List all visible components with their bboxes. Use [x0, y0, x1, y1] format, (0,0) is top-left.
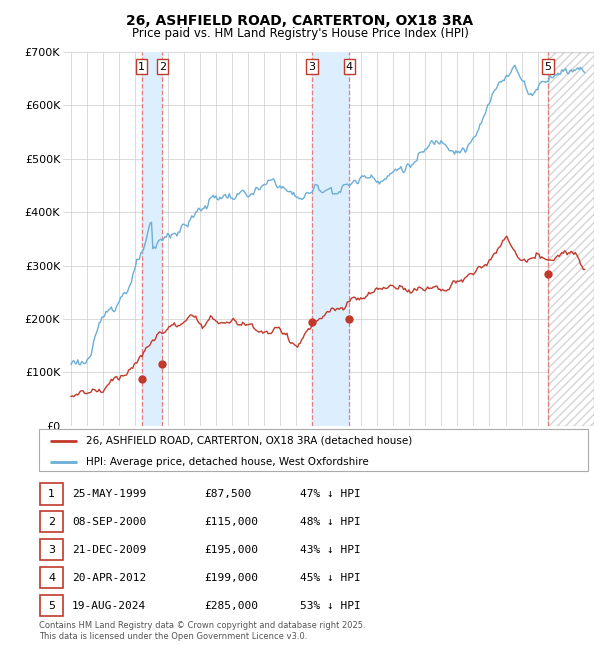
Text: This data is licensed under the Open Government Licence v3.0.: This data is licensed under the Open Gov… [39, 632, 307, 642]
Text: 26, ASHFIELD ROAD, CARTERTON, OX18 3RA (detached house): 26, ASHFIELD ROAD, CARTERTON, OX18 3RA (… [86, 436, 412, 446]
Text: Contains HM Land Registry data © Crown copyright and database right 2025.: Contains HM Land Registry data © Crown c… [39, 621, 365, 630]
Text: £199,000: £199,000 [204, 573, 258, 582]
Text: 26, ASHFIELD ROAD, CARTERTON, OX18 3RA: 26, ASHFIELD ROAD, CARTERTON, OX18 3RA [127, 14, 473, 29]
Text: 25-MAY-1999: 25-MAY-1999 [72, 489, 146, 499]
Text: Price paid vs. HM Land Registry's House Price Index (HPI): Price paid vs. HM Land Registry's House … [131, 27, 469, 40]
Text: £285,000: £285,000 [204, 601, 258, 610]
Text: 5: 5 [544, 62, 551, 72]
Text: 53% ↓ HPI: 53% ↓ HPI [300, 601, 361, 610]
Bar [548, 52, 594, 426]
Text: 43% ↓ HPI: 43% ↓ HPI [300, 545, 361, 554]
Text: £195,000: £195,000 [204, 545, 258, 554]
Text: 45% ↓ HPI: 45% ↓ HPI [300, 573, 361, 582]
Text: 1: 1 [48, 489, 55, 499]
Text: £115,000: £115,000 [204, 517, 258, 526]
Text: 2: 2 [159, 62, 166, 72]
Text: 3: 3 [48, 545, 55, 554]
Text: 20-APR-2012: 20-APR-2012 [72, 573, 146, 582]
Text: 2: 2 [48, 517, 55, 526]
Text: £87,500: £87,500 [204, 489, 251, 499]
Text: 47% ↓ HPI: 47% ↓ HPI [300, 489, 361, 499]
Text: 19-AUG-2024: 19-AUG-2024 [72, 601, 146, 610]
Text: 3: 3 [308, 62, 316, 72]
Text: 4: 4 [48, 573, 55, 582]
Bar [312, 52, 349, 426]
Bar [548, 52, 594, 426]
Text: 21-DEC-2009: 21-DEC-2009 [72, 545, 146, 554]
Bar [142, 52, 163, 426]
Text: 48% ↓ HPI: 48% ↓ HPI [300, 517, 361, 526]
Text: 5: 5 [48, 601, 55, 610]
Text: 4: 4 [346, 62, 353, 72]
Text: 08-SEP-2000: 08-SEP-2000 [72, 517, 146, 526]
Text: 1: 1 [138, 62, 145, 72]
Text: HPI: Average price, detached house, West Oxfordshire: HPI: Average price, detached house, West… [86, 457, 368, 467]
